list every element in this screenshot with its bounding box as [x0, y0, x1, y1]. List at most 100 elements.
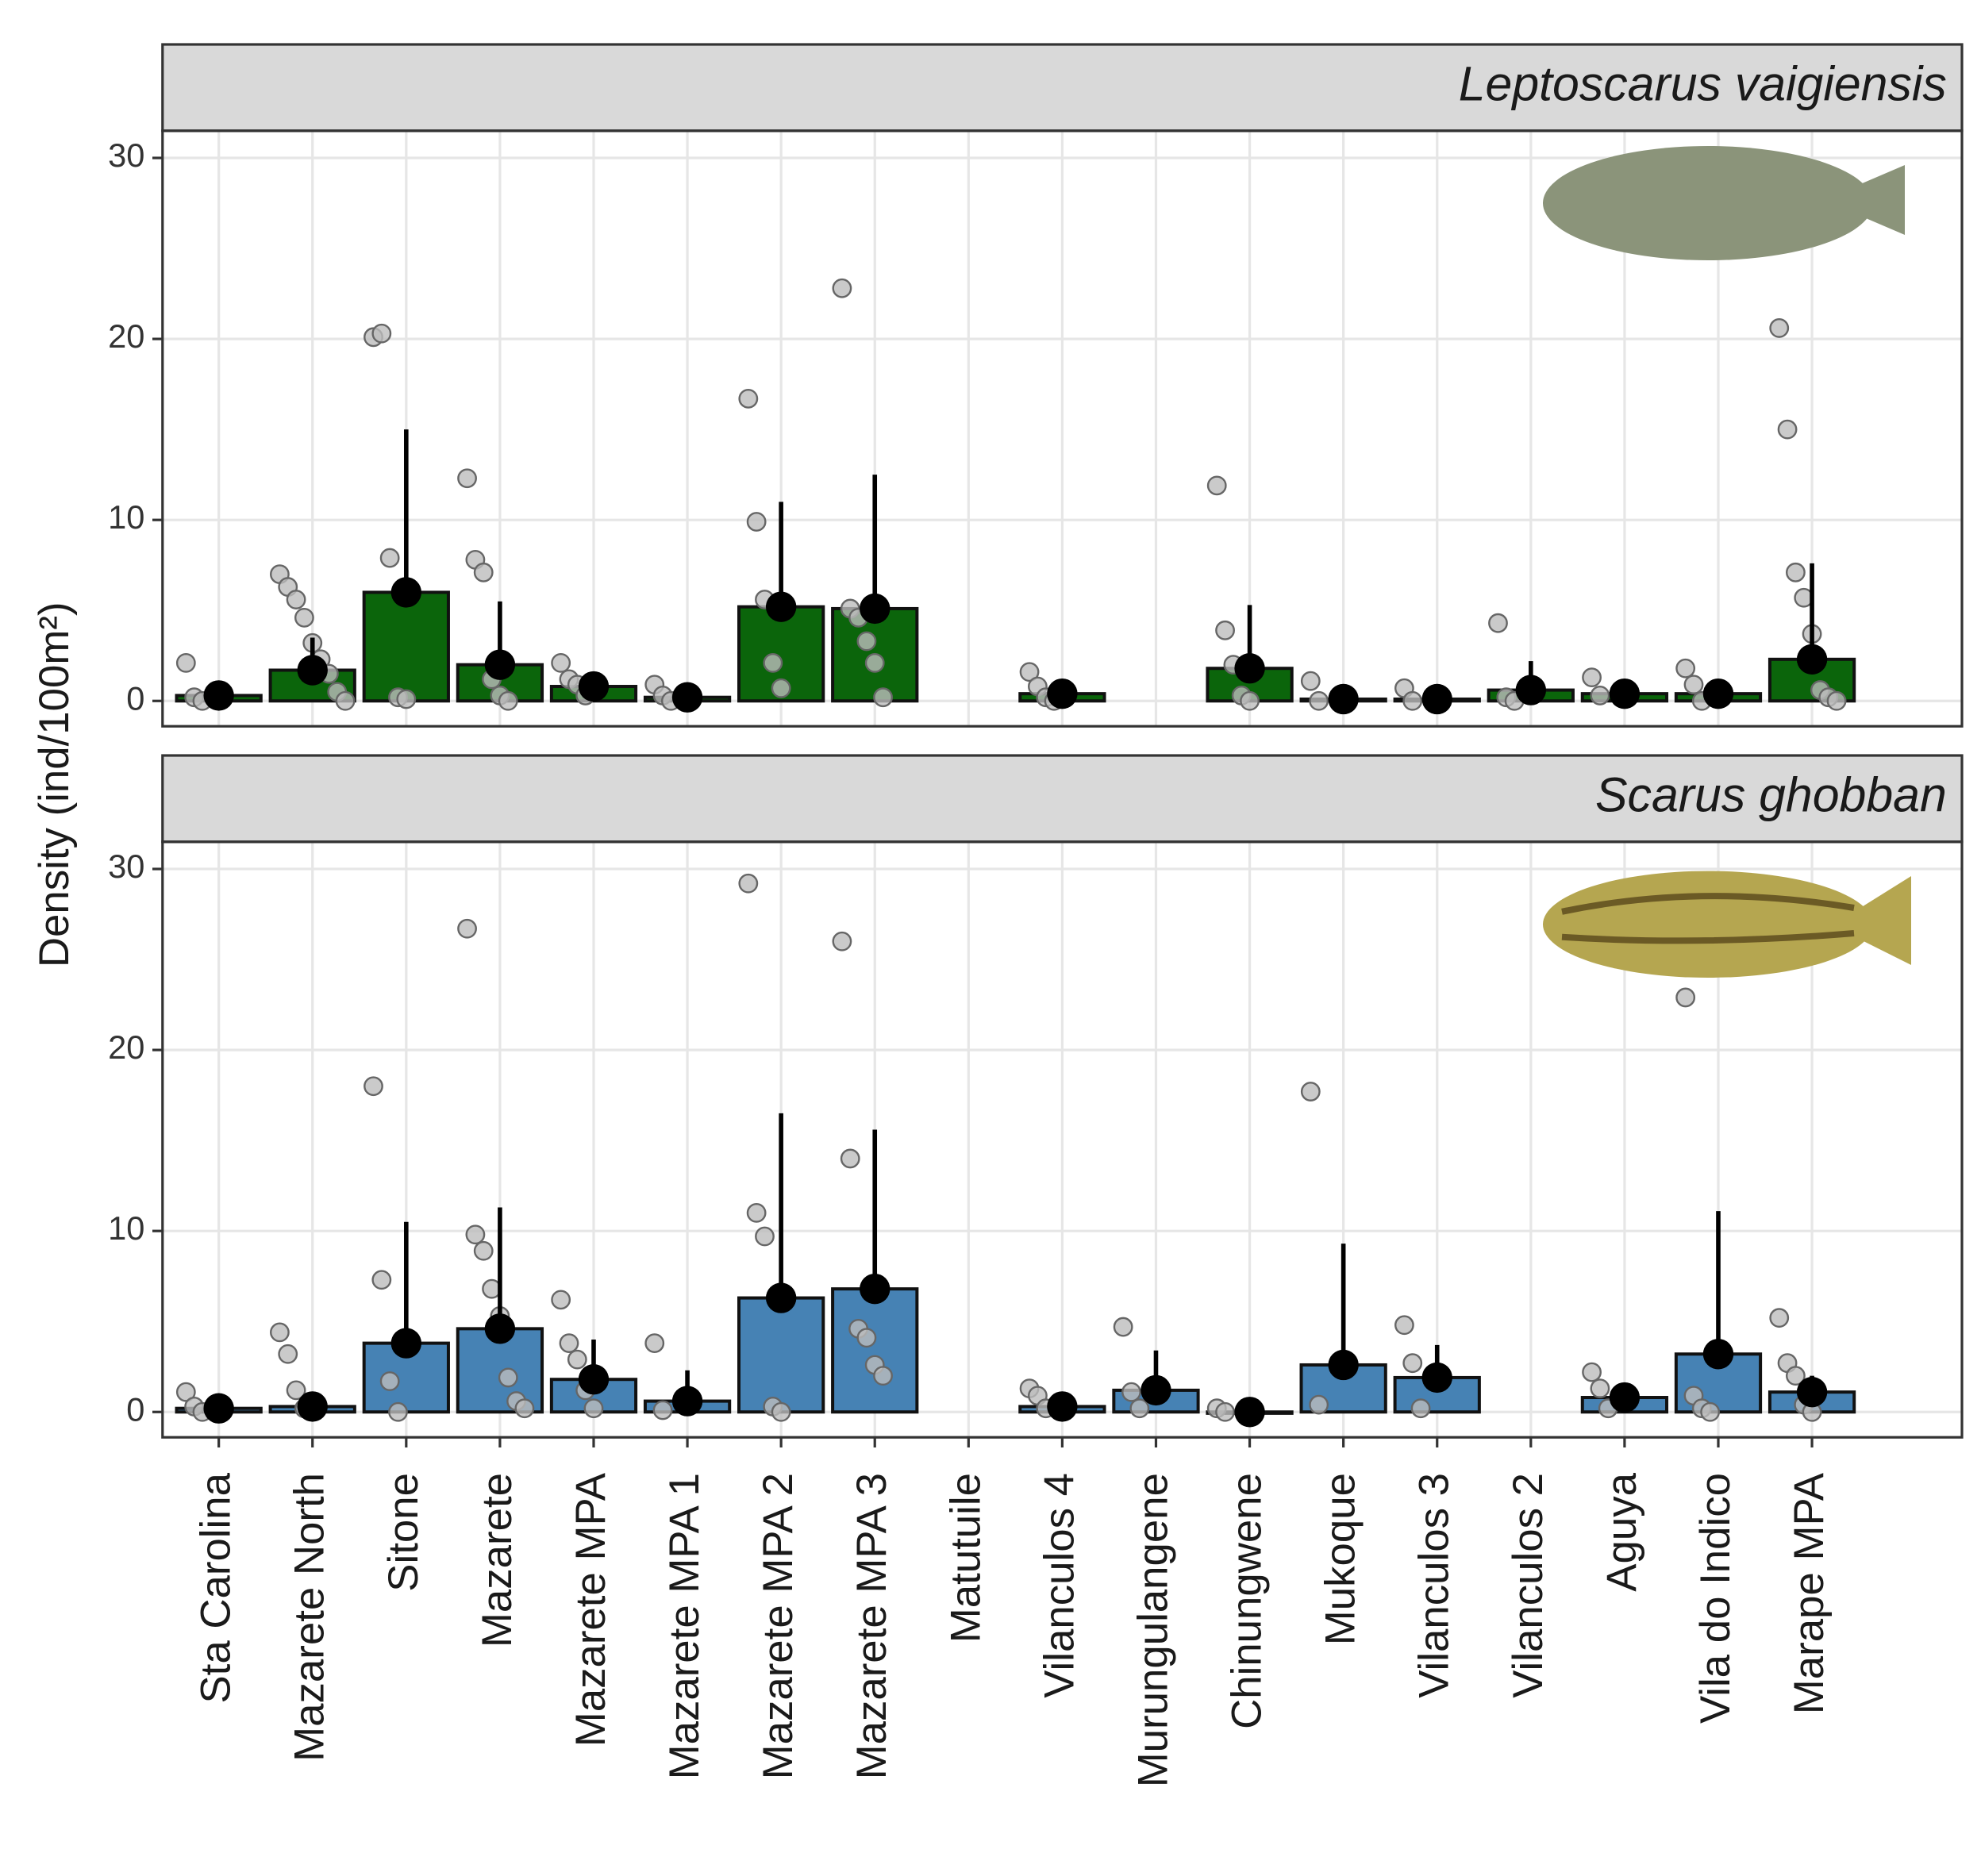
panel-title: Leptoscarus vaigiensis: [1459, 56, 1947, 110]
data-point: [1683, 675, 1704, 695]
mean-point: [297, 655, 328, 686]
data-point: [1300, 671, 1321, 691]
data-point: [840, 1148, 860, 1169]
fish-illustration: [1860, 876, 1911, 965]
mean-point: [1141, 1374, 1171, 1406]
mean-point: [1234, 1397, 1265, 1428]
x-tick-label: Chinungwene: [1224, 1473, 1271, 1729]
data-point: [457, 918, 477, 939]
mean-point: [484, 649, 516, 680]
data-point: [746, 512, 767, 532]
mean-point: [203, 680, 234, 711]
mean-point: [1047, 1391, 1078, 1422]
data-point: [1215, 1401, 1235, 1422]
data-point: [371, 323, 392, 344]
y-tick-label: 10: [108, 498, 144, 536]
data-point: [286, 590, 306, 609]
x-tick-label: Mazarete North: [287, 1473, 333, 1762]
data-point: [1590, 1378, 1610, 1399]
fish-illustration: [1543, 146, 1873, 260]
mean-point: [1047, 678, 1078, 709]
data-point: [873, 687, 893, 708]
data-point: [1769, 318, 1790, 338]
mean-point: [765, 1282, 797, 1313]
y-tick-label: 20: [108, 1028, 144, 1066]
data-point: [832, 931, 852, 951]
data-point: [1019, 662, 1040, 682]
data-point: [498, 690, 518, 711]
data-point: [1582, 1362, 1602, 1382]
mean-point: [390, 1328, 422, 1359]
data-point: [583, 1398, 604, 1419]
data-point: [175, 652, 196, 673]
y-tick-label: 10: [108, 1209, 144, 1247]
x-tick-label: Sitone: [380, 1473, 427, 1592]
data-point: [396, 689, 417, 709]
x-tick-label: Vilanculos 2: [1505, 1473, 1552, 1698]
x-tick-label: Mazarete MPA 3: [848, 1473, 895, 1779]
x-tick-label: Murungulangene: [1129, 1473, 1176, 1787]
y-tick-label: 0: [126, 679, 144, 717]
data-point: [388, 1401, 408, 1422]
data-point: [644, 1333, 665, 1353]
data-point: [364, 1076, 383, 1097]
mean-point: [578, 671, 610, 702]
data-point: [1309, 690, 1329, 711]
data-point: [1700, 1401, 1721, 1422]
y-tick-label: 20: [108, 317, 144, 355]
y-axis-label: Density (ind/100m²): [31, 602, 78, 967]
x-tick-label: Aguya: [1598, 1472, 1645, 1591]
bar: [362, 590, 450, 703]
data-point: [1786, 1366, 1806, 1386]
mean-point: [297, 1391, 328, 1422]
mean-point: [860, 593, 890, 625]
mean-point: [765, 591, 797, 622]
data-point: [1206, 475, 1227, 496]
data-point: [1675, 987, 1696, 1008]
data-point: [379, 1371, 400, 1391]
x-tick-label: Matutuile: [942, 1473, 989, 1643]
mean-point: [390, 577, 422, 608]
mean-point: [1421, 1362, 1452, 1394]
y-tick-label: 30: [108, 848, 144, 885]
data-point: [1769, 1308, 1790, 1328]
data-point: [559, 1333, 579, 1353]
data-point: [514, 1398, 535, 1419]
y-tick-label: 30: [108, 136, 144, 174]
x-tick-label: Mazarete MPA 1: [661, 1473, 708, 1779]
mean-point: [578, 1364, 610, 1395]
data-point: [1410, 1398, 1431, 1419]
data-point: [1240, 690, 1260, 711]
x-tick-label: Mukoque: [1317, 1473, 1364, 1645]
data-point: [755, 1226, 775, 1247]
bar: [737, 1296, 825, 1414]
data-point: [652, 1400, 673, 1420]
data-point: [1786, 562, 1806, 582]
mean-point: [1515, 675, 1547, 705]
data-point: [1113, 1317, 1133, 1337]
bar: [831, 1287, 919, 1414]
mean-point: [1796, 644, 1828, 675]
mean-point: [1702, 1339, 1734, 1370]
data-point: [286, 1380, 306, 1401]
data-point: [473, 562, 494, 582]
mean-point: [671, 1386, 703, 1417]
data-point: [771, 1401, 791, 1422]
data-point: [771, 678, 791, 698]
data-point: [551, 1290, 571, 1310]
data-point: [567, 1349, 587, 1370]
x-tick-label: Vila do Indico: [1692, 1473, 1739, 1724]
data-point: [1300, 1082, 1321, 1101]
mean-point: [671, 682, 703, 713]
x-tick-label: Mazarete: [474, 1473, 521, 1647]
data-point: [1826, 690, 1847, 711]
data-point: [278, 1344, 298, 1364]
data-point: [1590, 686, 1610, 705]
data-point: [1488, 613, 1508, 633]
data-point: [175, 1382, 196, 1402]
fish-illustrations: [1543, 146, 1911, 978]
x-tick-label: Vilanculos 4: [1036, 1473, 1083, 1698]
data-point: [1129, 1398, 1150, 1419]
mean-point: [860, 1273, 890, 1305]
data-point: [1215, 620, 1235, 640]
